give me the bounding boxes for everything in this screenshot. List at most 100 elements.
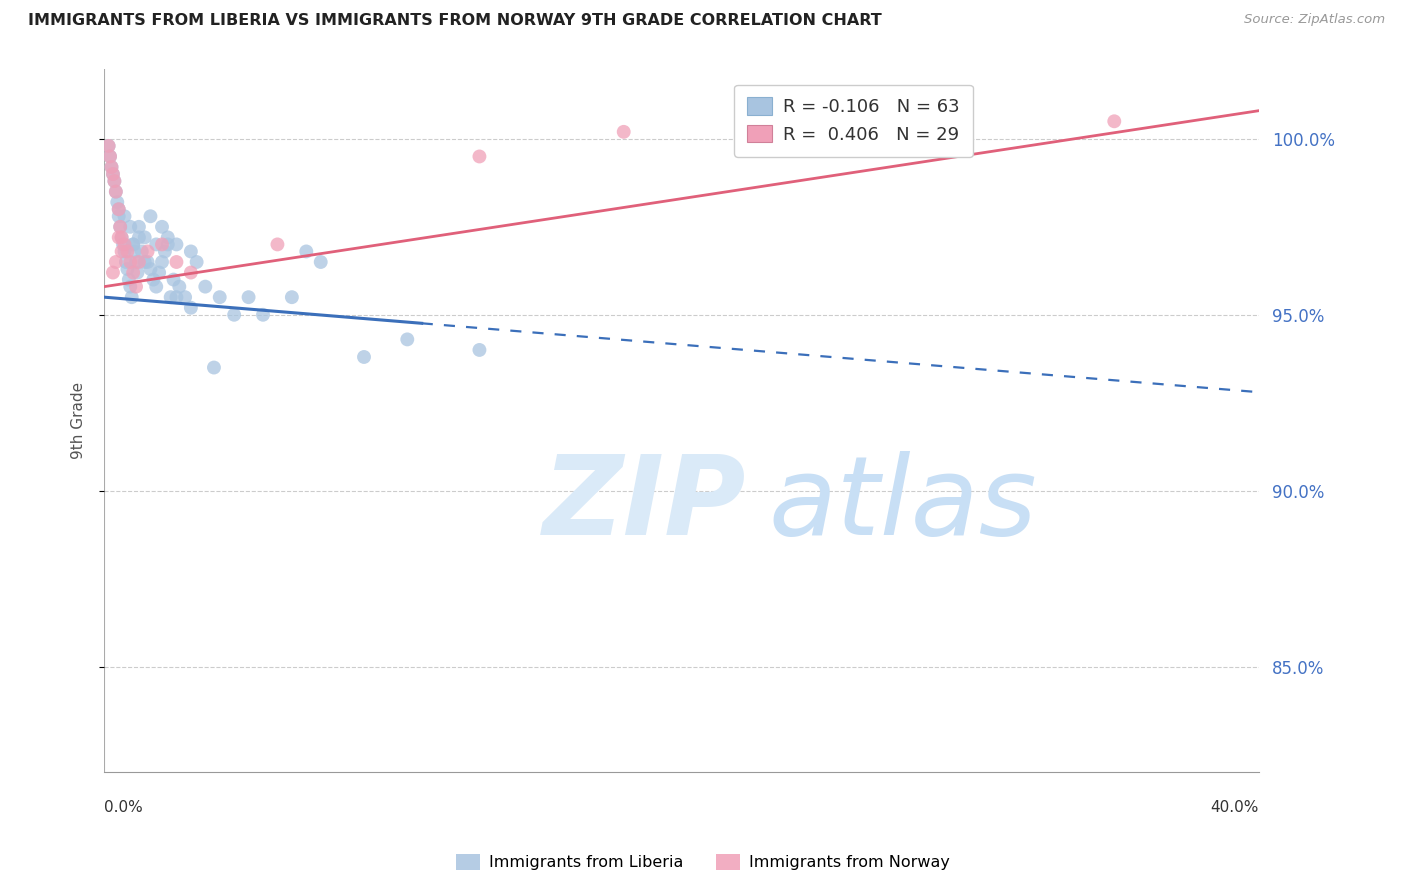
Point	[165, 255, 187, 269]
Point	[114, 244, 136, 259]
Point	[103, 174, 125, 188]
Point	[107, 209, 129, 223]
Point	[281, 290, 304, 304]
Point	[128, 255, 150, 269]
Point	[180, 244, 202, 259]
Point	[139, 262, 162, 277]
Point	[266, 237, 288, 252]
Point	[101, 167, 124, 181]
Point	[150, 219, 173, 234]
Point	[169, 279, 191, 293]
Point	[100, 160, 122, 174]
Point	[108, 219, 131, 234]
Text: atlas: atlas	[768, 451, 1036, 558]
Point	[139, 209, 162, 223]
Point	[107, 230, 129, 244]
Legend: Immigrants from Liberia, Immigrants from Norway: Immigrants from Liberia, Immigrants from…	[450, 848, 956, 877]
Point	[118, 272, 141, 286]
Point	[174, 290, 197, 304]
Point	[150, 237, 173, 252]
Point	[127, 266, 149, 280]
Point	[120, 219, 142, 234]
Point	[120, 255, 142, 269]
Point	[136, 255, 159, 269]
Point	[156, 230, 179, 244]
Point	[929, 114, 952, 128]
Point	[112, 237, 135, 252]
Point	[114, 237, 136, 252]
Point	[122, 266, 145, 280]
Point	[156, 237, 179, 252]
Point	[104, 255, 127, 269]
Point	[165, 290, 187, 304]
Point	[165, 237, 187, 252]
Point	[180, 301, 202, 315]
Point	[224, 308, 246, 322]
Point	[114, 209, 136, 223]
Point	[100, 160, 122, 174]
Point	[153, 244, 176, 259]
Point	[120, 279, 142, 293]
Point	[180, 266, 202, 280]
Text: Source: ZipAtlas.com: Source: ZipAtlas.com	[1244, 13, 1385, 27]
Point	[107, 202, 129, 217]
Point	[142, 272, 165, 286]
Point	[110, 230, 132, 244]
Point	[101, 167, 124, 181]
Point	[128, 230, 150, 244]
Point	[186, 255, 208, 269]
Point	[122, 237, 145, 252]
Point	[128, 219, 150, 234]
Point	[125, 255, 148, 269]
Point	[353, 350, 375, 364]
Point	[396, 332, 419, 346]
Point	[122, 237, 145, 252]
Point	[1104, 114, 1126, 128]
Point	[613, 125, 636, 139]
Point	[159, 290, 181, 304]
Point	[194, 279, 217, 293]
Point	[97, 139, 120, 153]
Point	[134, 255, 156, 269]
Point	[238, 290, 260, 304]
Point	[117, 262, 139, 277]
Point	[145, 237, 167, 252]
Point	[124, 244, 146, 259]
Point	[107, 202, 129, 217]
Point	[468, 149, 491, 163]
Point	[110, 244, 132, 259]
Point	[98, 149, 121, 163]
Point	[148, 266, 170, 280]
Point	[134, 230, 156, 244]
Point	[131, 244, 153, 259]
Point	[162, 272, 184, 286]
Text: 40.0%: 40.0%	[1211, 800, 1258, 815]
Y-axis label: 9th Grade: 9th Grade	[72, 382, 86, 458]
Point	[115, 255, 138, 269]
Point	[252, 308, 274, 322]
Point	[145, 279, 167, 293]
Text: ZIP: ZIP	[543, 451, 747, 558]
Point	[110, 230, 132, 244]
Point	[117, 244, 139, 259]
Text: 0.0%: 0.0%	[104, 800, 143, 815]
Point	[202, 360, 225, 375]
Point	[104, 185, 127, 199]
Point	[98, 149, 121, 163]
Point	[104, 185, 127, 199]
Point	[108, 219, 131, 234]
Point	[97, 139, 120, 153]
Legend: R = -0.106   N = 63, R =  0.406   N = 29: R = -0.106 N = 63, R = 0.406 N = 29	[734, 85, 973, 156]
Point	[101, 266, 124, 280]
Point	[103, 174, 125, 188]
Point	[468, 343, 491, 357]
Point	[309, 255, 332, 269]
Point	[150, 255, 173, 269]
Point	[105, 195, 128, 210]
Point	[208, 290, 231, 304]
Point	[125, 279, 148, 293]
Point	[121, 290, 143, 304]
Point	[786, 139, 808, 153]
Point	[136, 244, 159, 259]
Text: IMMIGRANTS FROM LIBERIA VS IMMIGRANTS FROM NORWAY 9TH GRADE CORRELATION CHART: IMMIGRANTS FROM LIBERIA VS IMMIGRANTS FR…	[28, 13, 882, 29]
